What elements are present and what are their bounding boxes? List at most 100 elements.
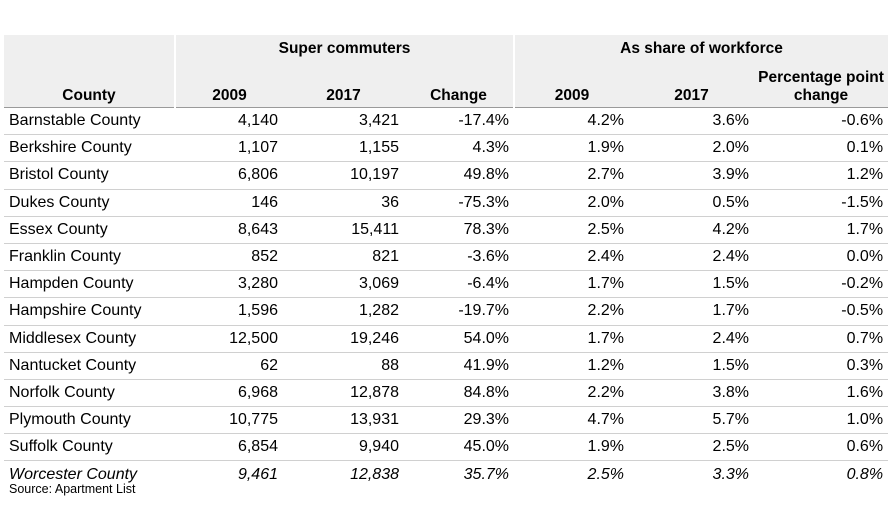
table-row: Barnstable County 4,140 3,421 -17.4% 4.2% 3.6… (4, 106, 889, 135)
share-2009-cell: 1.7% (514, 324, 630, 353)
pp-change-cell: 1.6% (754, 378, 889, 407)
share-2017-cell: 2.4% (629, 324, 755, 353)
commuters-2009-cell: 852 (175, 242, 283, 271)
super-commuters-group-header: Super commuters (173, 35, 515, 62)
table-row: Essex County 8,643 15,411 78.3% 2.5% 4.2% 1.7% (4, 215, 889, 244)
county-cell: Essex County (4, 215, 175, 244)
change-cell: -3.6% (404, 242, 515, 271)
table-row: Norfolk County 6,968 12,878 84.8% 2.2% 3.8% 1.… (4, 378, 889, 407)
table-row: Plymouth County 10,775 13,931 29.3% 4.7% 5.7%… (4, 406, 889, 434)
share-2009-cell: 2.7% (514, 161, 630, 190)
share-2017-cell: 1.5% (629, 351, 755, 380)
commuters-2017-cell: 1,282 (283, 297, 404, 325)
share-2009-cell: 4.7% (514, 406, 630, 434)
county-cell: Berkshire County (4, 134, 175, 162)
share-2017-cell: 2.4% (629, 242, 755, 271)
pp-change-cell: 0.6% (754, 433, 889, 461)
share-2017-cell: 3.9% (629, 161, 755, 190)
share-2017-cell: 1.7% (629, 297, 755, 325)
table-row: Hampshire County 1,596 1,282 -19.7% 2.2% 1.7%… (4, 297, 889, 325)
share-2009-cell: 1.7% (514, 270, 630, 298)
county-cell: Suffolk County (4, 433, 175, 461)
commuters-2009-cell: 4,140 (175, 106, 283, 135)
table-row: Dukes County 146 36 -75.3% 2.0% 0.5% -1.5% (4, 188, 889, 217)
share-2009-cell: 2.5% (514, 215, 630, 244)
county-cell: Hampshire County (4, 297, 175, 325)
pp-change-cell: -1.5% (754, 188, 889, 217)
change-cell: 45.0% (404, 433, 515, 461)
county-cell: Middlesex County (4, 324, 175, 353)
commuters-2017-cell: 3,069 (283, 270, 404, 298)
table-row: Nantucket County 62 88 41.9% 1.2% 1.5% 0.3% (4, 351, 889, 380)
super-commuters-table: Super commuters As share of workforce Co… (4, 35, 889, 488)
share-2017-cell: 2.0% (629, 134, 755, 162)
commuters-table-container: Super commuters As share of workforce Co… (4, 35, 889, 488)
commuters-2009-cell: 8,643 (175, 215, 283, 244)
share-2009-cell: 1.2% (514, 351, 630, 380)
pp-change-cell: 0.8% (754, 460, 889, 488)
commuters-2017-cell: 88 (283, 351, 404, 380)
pp-change-cell: 0.3% (754, 351, 889, 380)
commuters-2009-cell: 1,596 (175, 297, 283, 325)
county-cell: Barnstable County (4, 106, 175, 135)
table-row: Bristol County 6,806 10,197 49.8% 2.7% 3.9% 1.… (4, 161, 889, 190)
commuters-2009-cell: 6,854 (175, 433, 283, 461)
change-cell: 4.3% (404, 134, 515, 162)
column-header-share-2017: 2017 (674, 87, 709, 104)
change-cell: 41.9% (404, 351, 515, 380)
pp-change-cell: 0.7% (754, 324, 889, 353)
share-2009-cell: 2.0% (514, 188, 630, 217)
change-cell: 29.3% (404, 406, 515, 434)
share-2009-cell: 2.5% (514, 460, 630, 488)
table-row: Worcester County 9,461 12,838 35.7% 2.5% 3.3%… (4, 460, 889, 488)
county-cell: Hampden County (4, 270, 175, 298)
commuters-2017-cell: 9,940 (283, 433, 404, 461)
change-cell: 49.8% (404, 161, 515, 190)
table-row: Suffolk County 6,854 9,940 45.0% 1.9% 2.5% 0.6… (4, 433, 889, 461)
change-cell: 84.8% (404, 378, 515, 407)
share-2017-cell: 2.5% (629, 433, 755, 461)
county-cell: Franklin County (4, 242, 175, 271)
change-cell: -19.7% (404, 297, 515, 325)
table-header: Super commuters As share of workforce Co… (4, 35, 889, 108)
column-header-county: County (62, 87, 116, 104)
share-2009-cell: 1.9% (514, 433, 630, 461)
share-2009-cell: 4.2% (514, 106, 630, 135)
table-row: Middlesex County 12,500 19,246 54.0% 1.7% 2.4… (4, 324, 889, 353)
change-cell: -6.4% (404, 270, 515, 298)
table-row: Hampden County 3,280 3,069 -6.4% 1.7% 1.5% -0.… (4, 270, 889, 298)
commuters-2009-cell: 12,500 (175, 324, 283, 353)
commuters-2017-cell: 36 (283, 188, 404, 217)
change-cell: 78.3% (404, 215, 515, 244)
commuters-2009-cell: 1,107 (175, 134, 283, 162)
share-2009-cell: 1.9% (514, 134, 630, 162)
table-row: Berkshire County 1,107 1,155 4.3% 1.9% 2.0% 0.… (4, 134, 889, 162)
change-cell: -17.4% (404, 106, 515, 135)
share-group-header: As share of workforce (513, 35, 889, 62)
pp-change-cell: -0.5% (754, 297, 889, 325)
commuters-2017-cell: 3,421 (283, 106, 404, 135)
county-cell: Plymouth County (4, 406, 175, 434)
commuters-2017-cell: 10,197 (283, 161, 404, 190)
column-header-share-2009: 2009 (513, 62, 630, 108)
share-2017-cell: 5.7% (629, 406, 755, 434)
commuters-2017-cell: 1,155 (283, 134, 404, 162)
column-header-2009: 2009 (174, 62, 283, 108)
pp-change-cell: 1.0% (754, 406, 889, 434)
pp-change-cell: -0.2% (754, 270, 889, 298)
pp-change-cell: 0.0% (754, 242, 889, 271)
column-header-change: Change (430, 87, 487, 104)
source-note: Source: Apartment List (9, 482, 136, 496)
commuters-2017-cell: 15,411 (283, 215, 404, 244)
share-2009-cell: 2.2% (514, 297, 630, 325)
commuters-2017-cell: 12,838 (283, 460, 404, 488)
change-cell: 54.0% (404, 324, 515, 353)
county-cell: Norfolk County (4, 378, 175, 407)
commuters-2009-cell: 3,280 (175, 270, 283, 298)
commuters-2009-cell: 10,775 (175, 406, 283, 434)
header-blank (4, 35, 175, 62)
commuters-2017-cell: 821 (283, 242, 404, 271)
county-cell: Nantucket County (4, 351, 175, 380)
county-cell: Worcester County (4, 460, 175, 488)
share-2017-cell: 3.3% (629, 460, 755, 488)
